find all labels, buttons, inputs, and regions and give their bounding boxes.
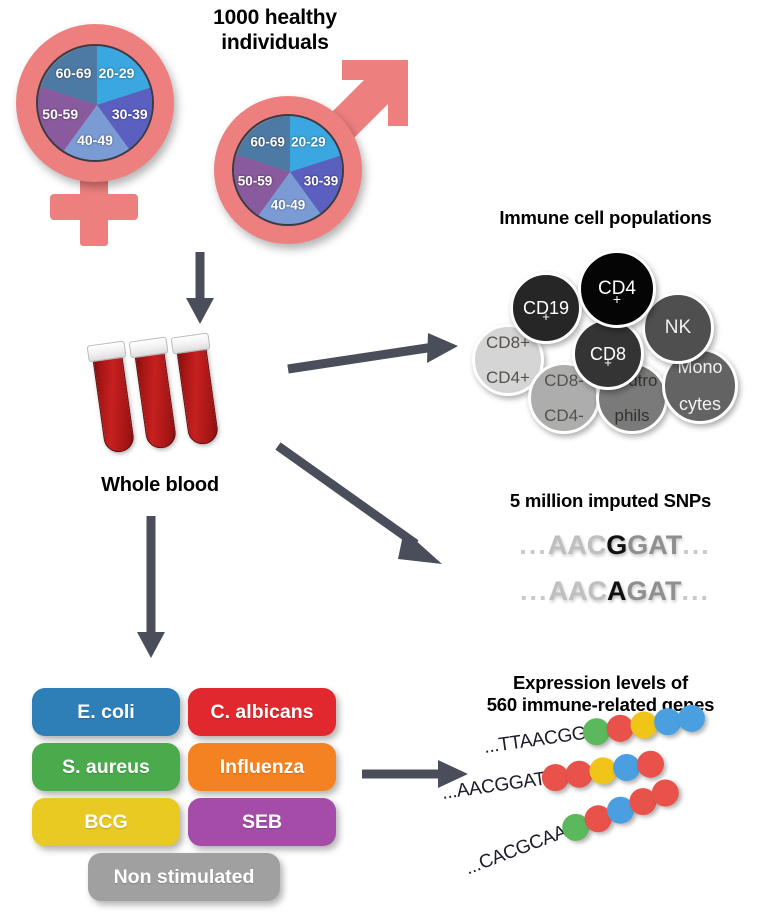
male-age-pie: [232, 114, 344, 226]
snp-left: AAC: [547, 530, 607, 560]
stimulus-non-stimulated[interactable]: Non stimulated: [88, 853, 280, 901]
stimulus-label: Influenza: [219, 755, 305, 778]
arrow-blood-to-stimuli: [137, 516, 165, 658]
snp-right: GAT: [627, 530, 683, 560]
tube-blood-fill: [176, 344, 220, 447]
expression-title: Expression levels of 560 immune-related …: [430, 672, 771, 716]
tube-blood-fill: [92, 352, 136, 455]
bubble-label: CD8 +: [589, 343, 626, 371]
arrow-stimuli-to-expression: [362, 760, 468, 788]
stimulus-e-coli[interactable]: E. coli: [32, 688, 180, 736]
strand-sequence: ...AACGGAT: [440, 768, 547, 804]
arrow-blood-to-immune: [287, 333, 458, 374]
blood-tube: [170, 332, 222, 449]
snp-title: 5 million imputed SNPs: [509, 490, 712, 511]
bubble-label: NK: [664, 317, 692, 339]
bubble-label: CD19 +: [522, 297, 570, 325]
pie-slice-40-49: [257, 172, 323, 224]
stimulus-label: C. albicans: [210, 700, 314, 723]
bubble-nk: NK: [642, 292, 714, 364]
female-pie-labels: 20-29 30-39 40-49 50-59 60-69: [36, 44, 154, 162]
expression-strands: ...TTAACGG ...AACGGAT ...CACGCAA: [440, 703, 771, 913]
pie-slice-20-29: [290, 116, 342, 172]
male-symbol: 20-29 30-39 40-49 50-59 60-69: [196, 48, 421, 248]
pie-slice-30-39: [290, 155, 342, 218]
arrow-blood-to-snp: [275, 442, 442, 564]
pie-slice-30-39: [97, 87, 152, 153]
pie-slice-40-49: [62, 105, 132, 160]
pie-slice-label: 50-59: [42, 106, 79, 123]
bubble-label: CD4 +: [597, 278, 636, 307]
bubble-cd19-positive: CD19 +: [510, 272, 582, 344]
female-crossbar: [50, 194, 138, 220]
snp-suffix-dots: ...: [682, 530, 711, 560]
pie-slice-label: 20-29: [291, 134, 326, 150]
stimulus-label: BCG: [84, 810, 128, 833]
cohort-title: 1000 healthy individuals: [160, 6, 390, 56]
immune-title: Immune cell populations: [499, 207, 712, 228]
cohort-title-line1: 1000 healthy: [213, 6, 337, 29]
pie-slice-label: 60-69: [250, 134, 285, 150]
pie-slice-20-29: [97, 46, 152, 105]
stimulus-seb[interactable]: SEB: [188, 798, 336, 846]
pie-slice-label: 40-49: [270, 197, 306, 213]
bubble-cd8-positive: CD8 +: [572, 318, 644, 390]
pie-slice-label: 30-39: [111, 106, 148, 123]
pie-slice-label: 60-69: [55, 65, 92, 82]
pie-slice-label: 20-29: [98, 65, 135, 82]
stimulus-c-albicans[interactable]: C. albicans: [188, 688, 336, 736]
tube-blood-fill: [134, 348, 178, 451]
expression-title-line2: 560 immune-related genes: [486, 693, 715, 715]
pie-slice-60-69: [236, 116, 290, 172]
blood-tube: [128, 336, 180, 453]
cohort-title-line2: individuals: [221, 30, 329, 54]
pie-slice-50-59: [38, 86, 97, 153]
pie-slice-label: 30-39: [303, 173, 339, 189]
male-pie-labels: 20-29 30-39 40-49 50-59 60-69: [232, 114, 344, 226]
female-age-pie: [36, 44, 154, 162]
strand-sequence: ...CACGCAA: [462, 820, 570, 879]
blood-tube: [86, 340, 138, 457]
bubble-label: CD8- CD4-: [544, 370, 584, 425]
stimulus-label: E. coli: [77, 700, 135, 723]
pie-slice-50-59: [234, 154, 290, 218]
snp-variant-allele: G: [606, 530, 628, 560]
snp-right: GAT: [626, 576, 682, 606]
expression-title-line1: Expression levels of: [513, 672, 688, 693]
pie-slice-60-69: [40, 46, 97, 105]
stimulus-label: SEB: [241, 810, 283, 833]
strand-dot: [635, 748, 667, 780]
whole-blood-label: Whole blood: [101, 474, 219, 496]
female-symbol: 20-29 30-39 40-49 50-59 60-69: [8, 16, 198, 246]
stimulus-label: Non stimulated: [113, 865, 255, 888]
bubble-cd4-positive: CD4 +: [578, 250, 656, 328]
pie-slice-label: 50-59: [237, 173, 273, 189]
stimulus-label: S. aureus: [62, 755, 150, 778]
bubble-label: Mono cytes: [677, 357, 723, 415]
snp-sequence-row: ...AACGGAT...: [470, 530, 760, 561]
snp-prefix-dots: ...: [519, 576, 549, 606]
arrow-cohort-to-blood: [186, 252, 214, 324]
pie-slice-label: 40-49: [77, 131, 113, 148]
bubble-label: CD8+ CD4+: [486, 332, 530, 387]
snp-sequences: ...AACGGAT... ...AACAGAT...: [470, 530, 760, 620]
strand-dot: [676, 703, 707, 734]
snp-left: AAC: [548, 576, 608, 606]
stimulus-bcg[interactable]: BCG: [32, 798, 180, 846]
snp-prefix-dots: ...: [519, 530, 548, 560]
stimulus-s-aureus[interactable]: S. aureus: [32, 743, 180, 791]
strand-sequence: ...TTAACGG: [482, 722, 588, 758]
snp-variant-allele: A: [607, 576, 627, 606]
snp-sequence-row: ...AACAGAT...: [470, 576, 760, 607]
snp-suffix-dots: ...: [681, 576, 711, 606]
stimulus-influenza[interactable]: Influenza: [188, 743, 336, 791]
whole-blood-tubes: [86, 332, 254, 455]
